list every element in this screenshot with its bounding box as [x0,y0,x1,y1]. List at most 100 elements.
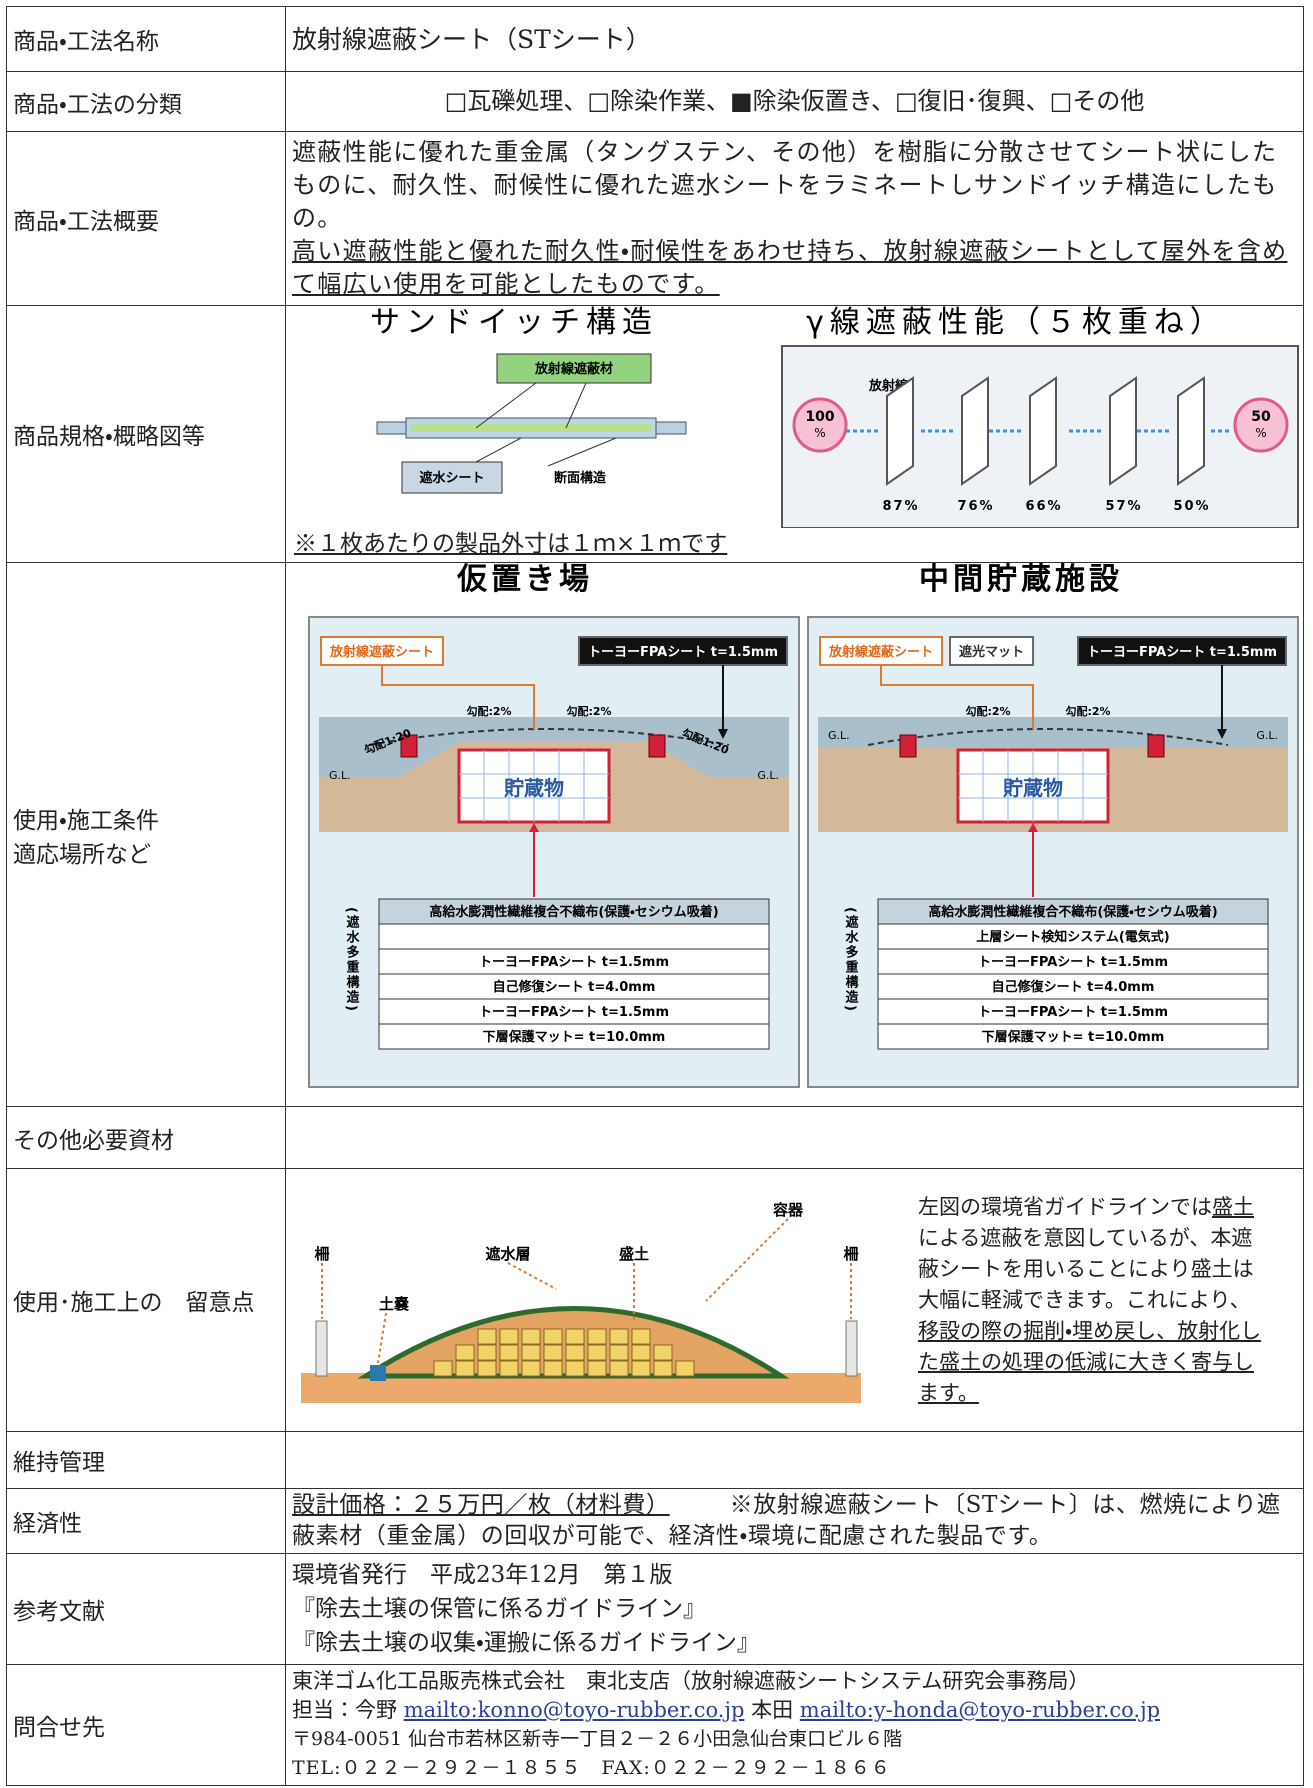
barrel [609,1328,629,1345]
arrowhead [1028,823,1038,832]
layer-row [378,1023,770,1050]
row-label: 商品・工法名称 [6,6,286,72]
barrel [587,1344,607,1361]
pointer [381,665,535,729]
note-part: 盛土 [1212,1194,1254,1219]
post [648,734,666,758]
barrels [433,1328,695,1377]
row: 使用･施工上の 留意点 柵 遮水層 盛土 容器 柵 土嚢 左図の環境省ガイドライ… [6,1168,1304,1432]
tag-box [949,636,1035,666]
row-label: 経済性 [6,1488,286,1554]
row-label: 使用･施工上の 留意点 [6,1168,286,1432]
row: 商品・工法名称 放射線遮蔽シート（STシート） [6,6,1304,72]
spec-figure: サンドイッチ構造 放射線遮蔽材 遮水シート 断面構造 γ線遮蔽性能（５枚重ね） … [370,306,1299,528]
reference: 『除去土壌の収集・運搬に係るガイドライン』 [292,1630,760,1656]
layer-label: 高給水膨潤性繊維複合不織布(保護・セシウム吸着) [928,904,1217,920]
slope-label: 勾配:2% [1065,704,1110,718]
barrel [499,1328,519,1345]
barrel [455,1360,475,1377]
barrel [477,1344,497,1361]
percent-label: 87% [882,499,919,514]
note-part: 移設の際の掘削・埋め戻し、放射化した盛土の処理の低減に大きく寄与します。 [918,1318,1262,1405]
barrel [521,1328,541,1345]
layer-label: 上層シート検知システム(電気式) [976,929,1170,945]
storage-label: 貯蔵物 [504,776,564,800]
decoration [1233,397,1289,453]
gl-label: G.L. [828,729,850,742]
figure-title: γ線遮蔽性能（５枚重ね） [806,306,1226,340]
layer-row [378,898,770,925]
spec-table: 商品・工法名称 放射線遮蔽シート（STシート） 商品・工法の分類 □瓦礫処理、□除染… [6,6,1304,1786]
barrel [433,1360,453,1377]
panel-title: 中間貯蔵施設 [919,563,1123,597]
decoration [705,1218,789,1302]
email-link[interactable]: mailto:y-honda@toyo-rubber.co.jp [799,1698,1161,1722]
arrowhead [717,729,728,739]
decoration [475,437,522,463]
note-cell: 柵 遮水層 盛土 容器 柵 土嚢 左図の環境省ガイドラインでは盛土による遮蔽を意… [285,1168,1304,1432]
decoration [547,437,617,467]
decoration [792,397,848,453]
tag-label: トーヨーFPAシート t=1.5mm [1087,645,1277,660]
row: 商品・工法概要 遮蔽性能に優れた重金属（タングステン、その他）を樹脂に分散させてシ… [6,131,1304,306]
layer-row [877,998,1269,1025]
figure-label: 50 [1251,409,1271,425]
tag-label: 放射線遮蔽シート [828,644,933,660]
post [1147,734,1165,758]
leaders [321,1218,852,1364]
barrel [631,1328,651,1345]
contact-name: 担当：今野 [292,1698,397,1722]
note-text: 左図の環境省ガイドラインでは盛土による遮蔽を意図しているが、本遮蔽シートを用いる… [918,1192,1263,1409]
sheet-line [867,728,1229,746]
layer-row [877,948,1269,975]
size-note: ※１枚あたりの製品外寸は１ｍ×１ｍです [294,531,728,557]
layer-label: トーヨーFPAシート t=1.5mm [978,955,1168,970]
figure-label: 遮水層 [485,1245,530,1263]
layer-label: トーヨーFPAシート t=1.5mm [479,1005,669,1020]
gl-label: G.L. [1256,729,1278,742]
post [899,734,917,758]
product-name: 放射線遮蔽シート（STシート） [285,6,1304,72]
figure-label: 容器 [773,1201,804,1219]
decoration [496,353,652,384]
layer-label: 下層保護マット= t=10.0mm [483,1029,666,1045]
figure-label: 柵 [314,1245,329,1263]
row: 経済性 設計価格：２５万円／枚（材料費） ※放射線遮蔽シート〔STシート〕は、燃焼に… [6,1488,1304,1554]
row-label-line: 適応場所など [13,841,151,868]
empty-cell [285,1431,1304,1489]
reference: 『除去土壌の保管に係るガイドライン』 [292,1596,706,1622]
decoration [655,421,687,435]
percent-label: 66% [1025,499,1062,514]
decoration [377,1312,387,1364]
layer-label: 自己修復シート t=4.0mm [493,979,656,995]
barrel [653,1344,673,1361]
overview: 遮蔽性能に優れた重金属（タングステン、その他）を樹脂に分散させてシート状にしたも… [285,131,1304,306]
barrel [543,1360,563,1377]
spec-figure-cell: サンドイッチ構造 放射線遮蔽材 遮水シート 断面構造 γ線遮蔽性能（５枚重ね） … [285,305,1304,563]
barrel [455,1344,475,1361]
row-label: 商品・工法概要 [6,131,286,306]
phone: TEL:０２２－２９２－１８５５ FAX:０２２－２９２－１８６６ [292,1757,891,1779]
barrel [521,1360,541,1377]
barrel [565,1328,585,1345]
side-label: (遮水多重構造) [344,907,361,1013]
percent-label: 76% [957,499,994,514]
arrowhead [1216,729,1227,739]
barrel [587,1360,607,1377]
row: その他必要資材 [6,1106,1304,1169]
post [400,734,418,758]
tag-box [819,636,944,666]
arrowhead [529,823,539,832]
barrel [565,1344,585,1361]
company: 東洋ゴム化工品販売株式会社 東北支店（放射線遮蔽シートシステム研究会事務局） [292,1669,1090,1693]
side-label: (遮水多重構造) [843,907,860,1013]
email-link[interactable]: mailto:konno@toyo-rubber.co.jp [403,1698,745,1722]
plate [1029,376,1057,486]
tag-box [577,636,788,666]
figure-label: 断面構造 [554,470,606,486]
row: 商品・工法の分類 □瓦礫処理、□除染作業、■除染仮置き、□復旧･復興、□その他 [6,71,1304,132]
tag-label: 遮光マット [959,644,1024,660]
